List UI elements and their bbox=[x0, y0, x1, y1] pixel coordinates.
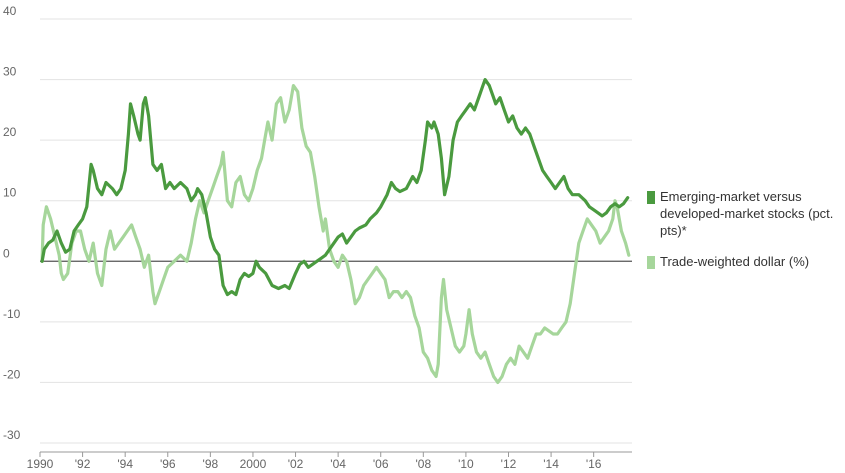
x-tick-label: '04 bbox=[330, 457, 346, 471]
y-tick-label: -20 bbox=[3, 367, 21, 381]
series-lines bbox=[40, 78, 631, 384]
y-tick-label: 0 bbox=[3, 246, 10, 260]
y-tick-label: 40 bbox=[3, 4, 17, 18]
x-tick-label: '98 bbox=[203, 457, 219, 471]
x-tick-label: '08 bbox=[415, 457, 431, 471]
legend-swatch-trade-weighted-dollar bbox=[647, 256, 655, 269]
series-line-emerging-vs-developed bbox=[40, 78, 630, 297]
x-tick-label: '02 bbox=[288, 457, 304, 471]
y-tick-label: -10 bbox=[3, 307, 21, 321]
x-axis: 1990 '92 '94 '96 '98 2000 '02 '04 '06 '08 '10 '12 '1… bbox=[27, 451, 632, 471]
x-tick-label: 2000 bbox=[240, 457, 267, 471]
legend-label-trade-weighted-dollar: Trade-weighted dollar (%) bbox=[660, 254, 810, 269]
x-tick-label: '92 bbox=[75, 457, 91, 471]
series-line-trade-weighted-dollar bbox=[40, 84, 631, 384]
y-tick-label: 10 bbox=[3, 186, 17, 200]
y-tick-label: 20 bbox=[3, 125, 17, 139]
x-tick-label: '16 bbox=[586, 457, 602, 471]
x-tick-label: '14 bbox=[543, 457, 559, 471]
y-axis-tick-labels: 40 30 20 10 0 -10 -20 -30 bbox=[3, 4, 21, 442]
x-tick-label: '06 bbox=[373, 457, 389, 471]
legend-label-emerging-vs-developed: Emerging-market versus developed-market … bbox=[660, 189, 834, 238]
x-tick-label: '94 bbox=[117, 457, 133, 471]
x-tick-label: '10 bbox=[458, 457, 474, 471]
x-tick-label: '96 bbox=[160, 457, 176, 471]
y-tick-label: -30 bbox=[3, 428, 21, 442]
x-tick-label: '12 bbox=[501, 457, 517, 471]
y-tick-label: 30 bbox=[3, 65, 17, 79]
x-tick-label: 1990 bbox=[27, 457, 54, 471]
legend-swatch-emerging-vs-developed bbox=[647, 191, 655, 204]
